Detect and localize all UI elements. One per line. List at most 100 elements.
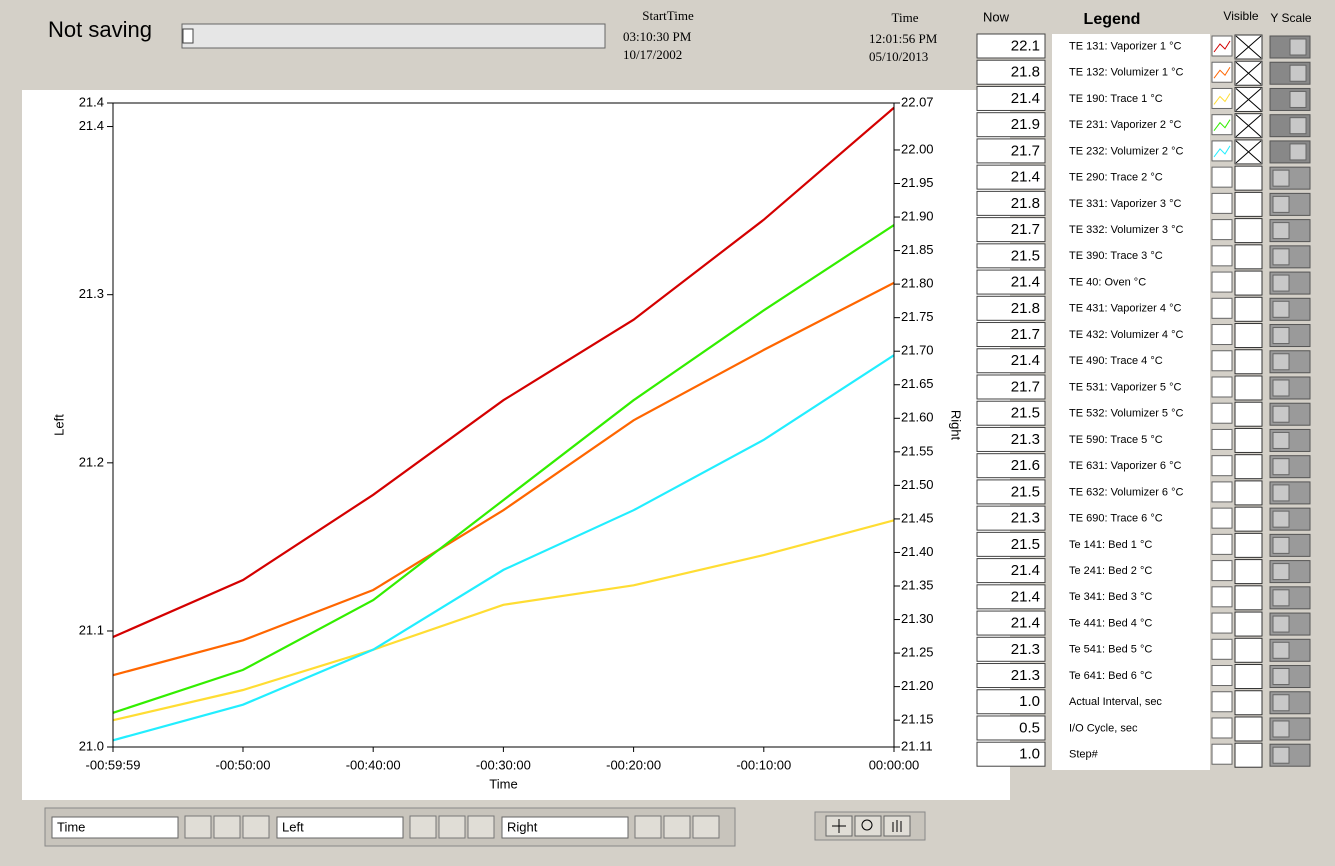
plot-swatch[interactable] (1211, 691, 1233, 713)
now-value: 21.3 (1011, 510, 1040, 527)
visible-checkbox[interactable] (1234, 611, 1263, 637)
visible-checkbox[interactable] (1234, 427, 1263, 453)
plot-swatch[interactable] (1211, 743, 1233, 765)
checkbox-x (1235, 140, 1262, 164)
plot-swatch[interactable] (1211, 612, 1233, 634)
now-box (976, 426, 1046, 452)
legend-name: TE 132: Volumizer 1 °C (1069, 67, 1184, 79)
now-header: Now (983, 9, 1010, 24)
plot-swatch[interactable] (1211, 192, 1233, 214)
visible-checkbox[interactable] (1234, 506, 1263, 532)
y-scale-knob (1272, 274, 1290, 292)
plot-swatch[interactable] (1211, 376, 1233, 398)
axis-button[interactable] (409, 815, 437, 839)
plot-swatch[interactable] (1211, 324, 1233, 346)
visible-checkbox[interactable] (1234, 716, 1263, 742)
axis-name-field[interactable] (501, 816, 629, 839)
axis-button[interactable] (438, 815, 466, 839)
y-scale-knob (1272, 536, 1290, 554)
axis-name-field[interactable] (51, 816, 179, 839)
axis-name-field[interactable] (276, 816, 404, 839)
visible-checkbox[interactable] (1234, 742, 1263, 768)
plot-swatch[interactable] (1211, 402, 1233, 424)
visible-checkbox[interactable] (1234, 637, 1263, 663)
axis-button[interactable] (242, 815, 270, 839)
now-value: 21.5 (1011, 405, 1040, 422)
start-time: 03:10:30 PM (623, 29, 692, 44)
y-scale-knob (1272, 379, 1290, 397)
visible-checkbox[interactable] (1234, 296, 1263, 322)
plot-swatch[interactable] (1211, 560, 1233, 582)
plot-swatch[interactable] (1211, 428, 1233, 450)
y2-tick-label: 21.30 (901, 611, 934, 626)
series-line (112, 224, 895, 714)
visible-checkbox[interactable] (1234, 323, 1263, 349)
y-scale-knob (1272, 589, 1290, 607)
y2-tick-label: 21.75 (901, 309, 934, 324)
plot-swatch[interactable] (1211, 350, 1233, 372)
y-scale-knob (1272, 720, 1290, 738)
y-scale-knob (1289, 117, 1307, 135)
now-box (976, 243, 1046, 269)
now-value: 21.8 (1011, 64, 1040, 81)
y-scale-knob (1272, 300, 1290, 318)
plot-swatch[interactable] (1211, 717, 1233, 739)
x-tick-label: 00:00:00 (869, 757, 920, 772)
plot-swatch[interactable] (1211, 297, 1233, 319)
x-tick-label: -00:59:59 (86, 757, 141, 772)
plot-swatch[interactable] (1211, 507, 1233, 529)
now-value: 1.0 (1019, 746, 1040, 763)
visible-checkbox[interactable] (1234, 191, 1263, 217)
visible-checkbox[interactable] (1234, 375, 1263, 401)
visible-checkbox[interactable] (1234, 454, 1263, 480)
swatch-line (1213, 40, 1231, 53)
y2-tick-label: 21.90 (901, 208, 934, 223)
visible-checkbox[interactable] (1234, 532, 1263, 558)
visible-checkbox[interactable] (1234, 349, 1263, 375)
plot-swatch[interactable] (1211, 533, 1233, 555)
axis-button[interactable] (692, 815, 720, 839)
plot-swatch[interactable] (1211, 271, 1233, 293)
plot-swatch[interactable] (1211, 245, 1233, 267)
y-scale-knob (1272, 405, 1290, 423)
x-axis-label: Time (489, 776, 517, 791)
axis-button[interactable] (663, 815, 691, 839)
visible-checkbox[interactable] (1234, 165, 1263, 191)
legend-name: Step# (1069, 749, 1099, 761)
axis-button[interactable] (467, 815, 495, 839)
visible-checkbox[interactable] (1234, 244, 1263, 270)
visible-checkbox[interactable] (1234, 480, 1263, 506)
visible-header: Visible (1223, 9, 1258, 23)
axis-button[interactable] (634, 815, 662, 839)
now-box (976, 584, 1046, 610)
now-box (976, 295, 1046, 321)
plot-swatch[interactable] (1211, 166, 1233, 188)
plot-swatch[interactable] (1211, 665, 1233, 687)
now-box (976, 531, 1046, 557)
plot-swatch[interactable] (1211, 638, 1233, 660)
visible-checkbox[interactable] (1234, 690, 1263, 716)
axis-button[interactable] (184, 815, 212, 839)
visible-checkbox[interactable] (1234, 401, 1263, 427)
plot-swatch[interactable] (1211, 586, 1233, 608)
legend-name: TE 532: Volumizer 5 °C (1069, 408, 1184, 420)
now-value: 21.5 (1011, 247, 1040, 264)
visible-checkbox[interactable] (1234, 664, 1263, 690)
visible-checkbox[interactable] (1234, 585, 1263, 611)
now-value: 21.3 (1011, 641, 1040, 658)
axis-button[interactable] (213, 815, 241, 839)
y-scale-knob (1272, 694, 1290, 712)
legend-name: Te 541: Bed 5 °C (1069, 644, 1152, 656)
visible-checkbox[interactable] (1234, 218, 1263, 244)
visible-checkbox[interactable] (1234, 270, 1263, 296)
x-tick-label: -00:30:00 (476, 757, 531, 772)
zoom-tool[interactable] (854, 815, 882, 837)
now-box (976, 348, 1046, 374)
plot-swatch[interactable] (1211, 455, 1233, 477)
plot-swatch[interactable] (1211, 219, 1233, 241)
plot-swatch[interactable] (1211, 481, 1233, 503)
legend-name: Te 641: Bed 6 °C (1069, 670, 1152, 682)
legend-name: TE 590: Trace 5 °C (1069, 434, 1163, 446)
now-value: 21.4 (1011, 352, 1040, 369)
visible-checkbox[interactable] (1234, 559, 1263, 585)
